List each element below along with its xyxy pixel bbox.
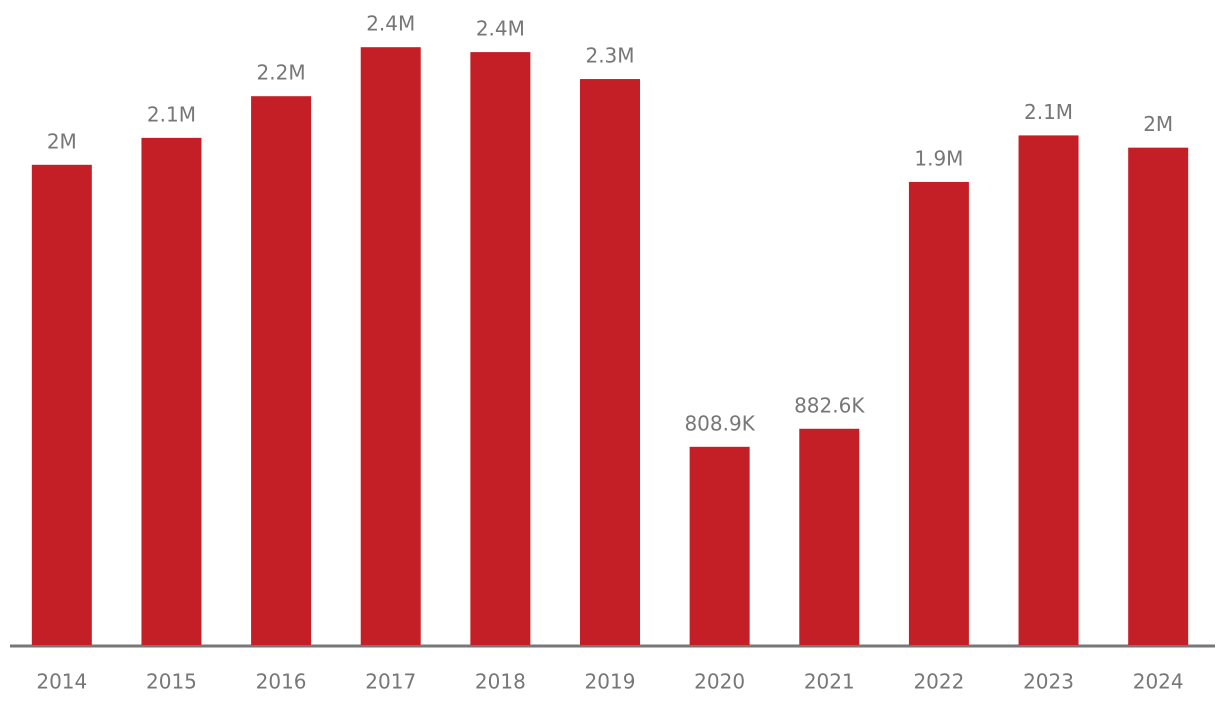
- x-tick-label: 2024: [1133, 670, 1184, 694]
- value-label: 808.9K: [684, 411, 755, 435]
- bar: [360, 47, 421, 645]
- x-tick-label: 2014: [36, 670, 87, 694]
- x-tick-label: 2022: [913, 670, 964, 694]
- x-tick-label: 2020: [694, 670, 745, 694]
- value-label: 1.9M: [914, 146, 963, 170]
- value-label: 2.3M: [585, 44, 634, 68]
- bar: [689, 446, 750, 645]
- value-label: 2.1M: [147, 102, 196, 126]
- value-label: 2.1M: [1024, 100, 1073, 124]
- value-label: 2M: [47, 129, 77, 153]
- x-tick-label: 2023: [1023, 670, 1074, 694]
- bar: [1018, 135, 1079, 645]
- value-label: 2M: [1143, 112, 1173, 136]
- x-tick-label: 2021: [804, 670, 855, 694]
- bar: [1128, 147, 1189, 645]
- x-tick-label: 2019: [585, 670, 636, 694]
- bar: [580, 79, 640, 646]
- bar: [31, 164, 92, 646]
- value-label: 2.2M: [257, 61, 306, 85]
- x-tick-label: 2018: [475, 670, 526, 694]
- value-label: 2.4M: [366, 12, 415, 36]
- bar: [251, 96, 312, 645]
- x-tick-label: 2016: [256, 670, 307, 694]
- x-tick-label: 2017: [365, 670, 416, 694]
- x-tick-label: 2015: [146, 670, 197, 694]
- value-label: 2.4M: [476, 17, 525, 41]
- bar: [908, 181, 969, 645]
- bar: [470, 52, 531, 646]
- value-label: 882.6K: [794, 393, 865, 417]
- bar: [799, 428, 860, 645]
- bar: [141, 137, 202, 645]
